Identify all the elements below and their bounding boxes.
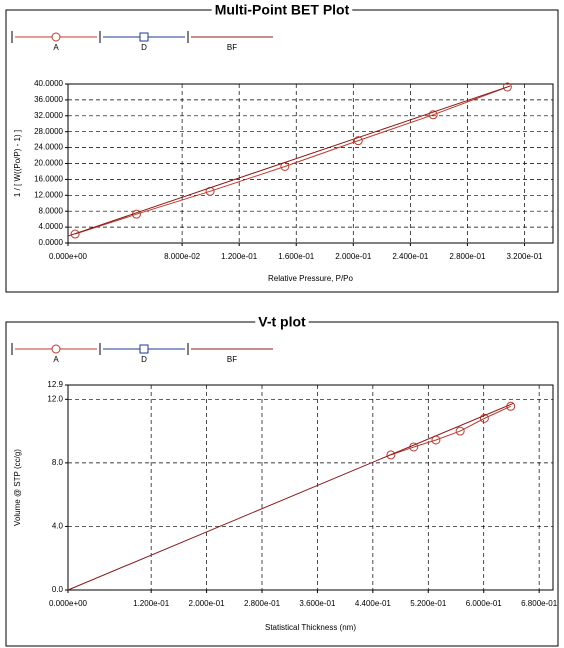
y-tick-label: 0.0000 bbox=[39, 238, 64, 247]
data-point bbox=[479, 413, 489, 423]
panel-border bbox=[5, 321, 559, 647]
y-axis-label: 1 / [ W((Po/P) - 1) ] bbox=[13, 130, 22, 197]
x-tick-label: 2.000e-01 bbox=[335, 252, 372, 261]
y-tick-label: 12.0 bbox=[47, 394, 63, 403]
x-tick-label: 8.000e-02 bbox=[164, 252, 201, 261]
y-tick-label: 24.0000 bbox=[34, 143, 63, 152]
x-tick-label: 6.800e-01 bbox=[521, 599, 558, 608]
title-background bbox=[255, 315, 309, 331]
y-tick-label: 4.0000 bbox=[39, 222, 64, 231]
legend-label: BF bbox=[227, 355, 237, 364]
data-point bbox=[353, 136, 363, 146]
data-point bbox=[428, 110, 438, 120]
x-tick-label: 1.200e-01 bbox=[221, 252, 258, 261]
x-tick-label: 4.400e-01 bbox=[355, 599, 392, 608]
chart-title: V-t plot bbox=[258, 314, 306, 330]
x-tick-label: 2.800e-01 bbox=[244, 599, 281, 608]
legend-label: D bbox=[141, 355, 147, 364]
title-background bbox=[211, 3, 353, 19]
legend-label: BF bbox=[227, 43, 237, 52]
panel-border bbox=[5, 9, 559, 293]
legend-label: A bbox=[53, 43, 59, 52]
legend-marker bbox=[139, 344, 149, 354]
legend-marker bbox=[139, 32, 149, 42]
legend-marker bbox=[51, 32, 61, 42]
data-point bbox=[386, 450, 396, 460]
x-tick-label: 0.000e+00 bbox=[49, 599, 88, 608]
y-tick-label: 40.0000 bbox=[34, 79, 63, 88]
x-tick-label: 2.000e-01 bbox=[189, 599, 226, 608]
y-axis-label: Volume @ STP (cc/g) bbox=[13, 449, 22, 526]
legend-marker bbox=[51, 344, 61, 354]
chart-title: Multi-Point BET Plot bbox=[215, 2, 350, 18]
y-tick-label: 36.0000 bbox=[34, 95, 63, 104]
legend-label: A bbox=[53, 355, 59, 364]
y-tick-label: 12.9 bbox=[47, 380, 63, 389]
data-point bbox=[455, 426, 465, 436]
y-tick-label: 0.0 bbox=[52, 585, 64, 594]
data-point bbox=[502, 82, 512, 92]
y-tick-label: 12.0000 bbox=[34, 190, 63, 199]
plot-area bbox=[67, 384, 554, 591]
x-tick-label: 2.800e-01 bbox=[449, 252, 486, 261]
x-tick-label: 1.200e-01 bbox=[133, 599, 170, 608]
x-tick-label: 6.000e-01 bbox=[466, 599, 503, 608]
chart-panel: V-t plot A D BF 0.0 4.0 8.0 12.0 12.9 0.000e+00 1.… bbox=[5, 314, 559, 647]
x-tick-label: 3.200e-01 bbox=[506, 252, 543, 261]
x-tick-label: 5.200e-01 bbox=[410, 599, 447, 608]
x-tick-label: 3.600e-01 bbox=[299, 599, 336, 608]
chart-panel: Multi-Point BET Plot A D BF 0.0000 4.0000 8.00… bbox=[5, 2, 559, 293]
x-axis-label: Statistical Thickness (nm) bbox=[265, 623, 356, 632]
data-point bbox=[70, 229, 80, 239]
x-tick-label: 1.600e-01 bbox=[278, 252, 315, 261]
legend-label: D bbox=[141, 43, 147, 52]
x-tick-label: 0.000e+00 bbox=[49, 252, 88, 261]
y-tick-label: 16.0000 bbox=[34, 175, 63, 184]
x-tick-label: 2.400e-01 bbox=[392, 252, 429, 261]
y-tick-label: 4.0 bbox=[52, 522, 64, 531]
x-axis-label: Relative Pressure, P/Po bbox=[268, 274, 353, 283]
y-tick-label: 8.0 bbox=[52, 458, 64, 467]
y-tick-label: 20.0000 bbox=[34, 159, 63, 168]
y-tick-label: 28.0000 bbox=[34, 127, 63, 136]
series-line bbox=[67, 85, 511, 237]
y-tick-label: 8.0000 bbox=[39, 206, 64, 215]
y-tick-label: 32.0000 bbox=[34, 111, 63, 120]
series-line bbox=[67, 402, 514, 591]
series-line bbox=[74, 86, 508, 235]
